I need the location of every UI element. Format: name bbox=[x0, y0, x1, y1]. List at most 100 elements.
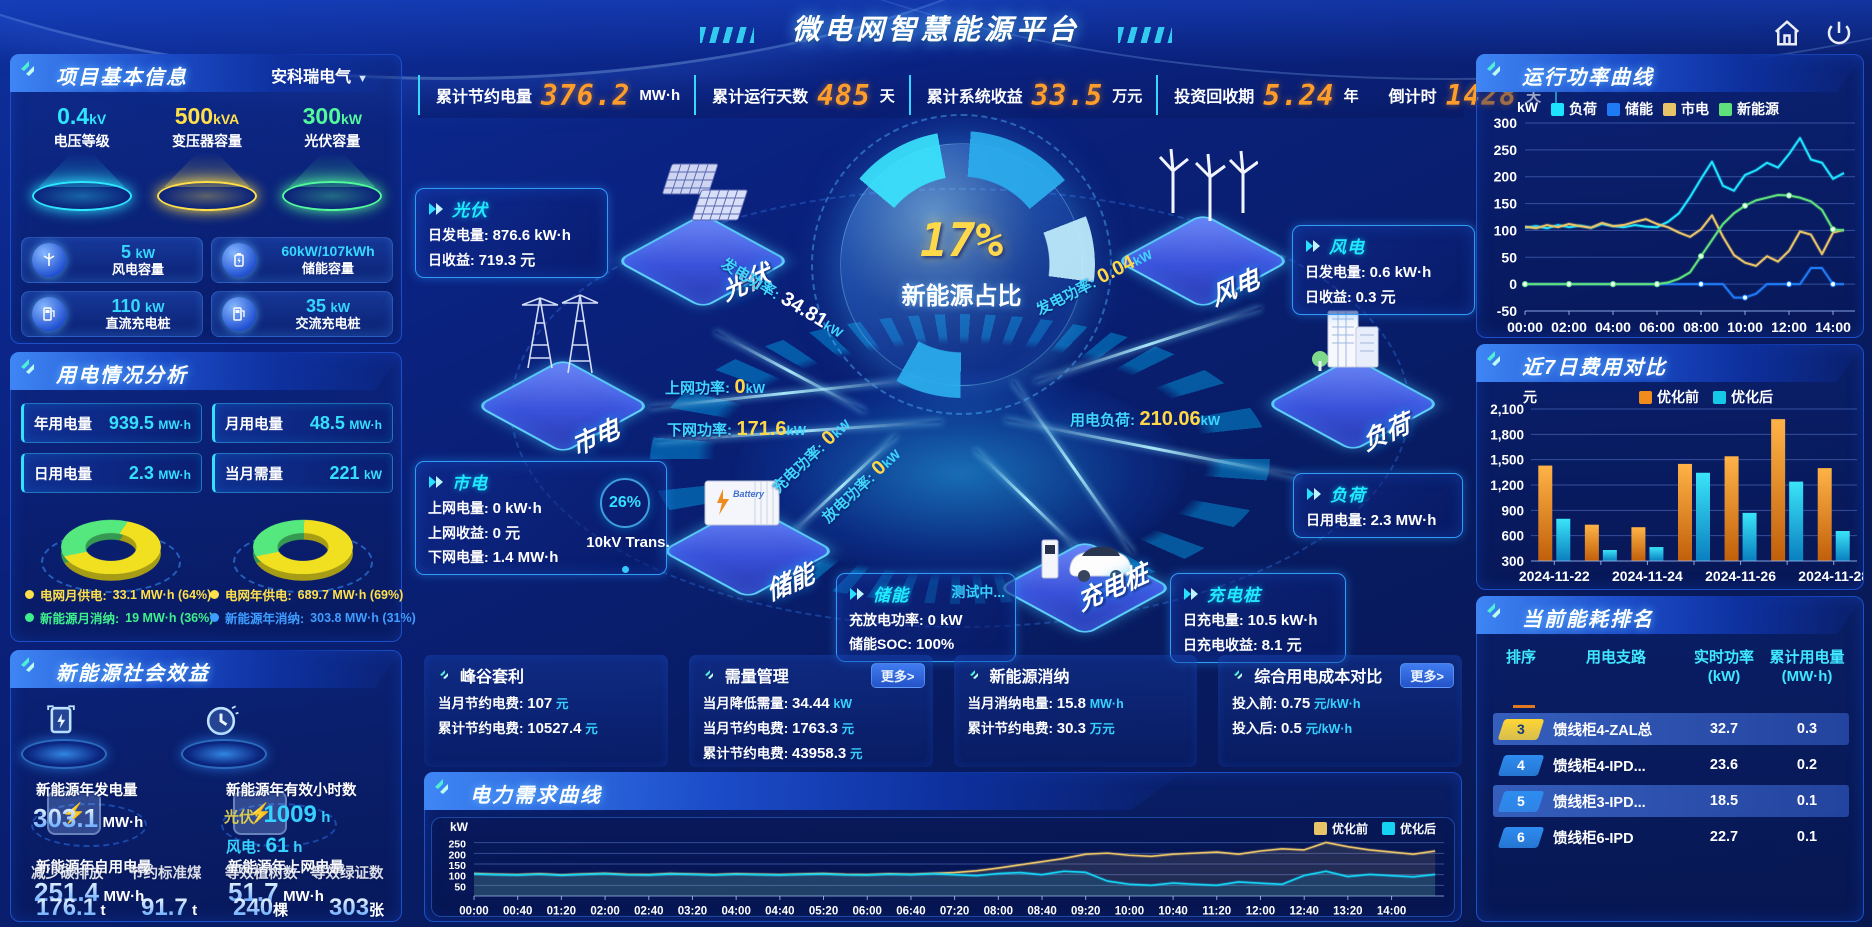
svg-text:10:40: 10:40 bbox=[1158, 906, 1187, 917]
svg-text:50: 50 bbox=[1501, 249, 1517, 265]
social-overlay-value: 303张 bbox=[329, 894, 385, 921]
benefit-card: 需量管理 当月降低需量: 34.44 kW 当月节约电费: 1763.3 元累计节约… bbox=[688, 655, 933, 767]
ranking-header-cell: 实时功率 (kW) bbox=[1693, 649, 1754, 685]
benefit-card: 峰谷套利 当月节约电费: 107 元累计节约电费: 10527.4 元 bbox=[424, 655, 668, 767]
benefit-card-title: 需量管理 bbox=[724, 669, 789, 686]
transformer-dot bbox=[622, 566, 629, 573]
hours-clock-icon bbox=[206, 705, 239, 736]
ranking-header-cell: 用电支路 bbox=[1585, 649, 1646, 666]
info-box-title: 光伏 bbox=[452, 201, 488, 220]
svg-text:600: 600 bbox=[1501, 529, 1524, 544]
legend-label: 优化后 bbox=[1731, 389, 1773, 405]
svg-text:250: 250 bbox=[1494, 142, 1518, 158]
social-overlay-label: 等效绿证数 bbox=[311, 866, 384, 882]
legend-label: 新能源 bbox=[1737, 101, 1779, 117]
table-row[interactable]: 5 馈线柜3-IPD... 18.5 0.1 bbox=[1493, 785, 1849, 817]
branch-name: 馈线柜6-IPD bbox=[1553, 830, 1634, 847]
social-pv-hours: 光伏: 1009 h bbox=[224, 801, 331, 828]
panel-power-curve: 运行功率曲线 kW 负荷 储能 市电 新能源 -50 0 50 100 150 200 250 300 0… bbox=[1476, 54, 1864, 338]
table-row[interactable]: 4 馈线柜4-IPD... 23.6 0.2 bbox=[1493, 749, 1849, 781]
benefit-row: 投入前: 0.75 元/kW·h bbox=[1232, 695, 1361, 712]
power-legend: 负荷 储能 市电 新能源 bbox=[1551, 99, 1779, 119]
info-row: 日充电量: 10.5 kW·h bbox=[1183, 612, 1318, 629]
social-text bbox=[31, 803, 147, 847]
social-hours-label: 新能源年有效小时数 bbox=[226, 783, 357, 799]
legend-label: 新能源月消纳: bbox=[40, 612, 120, 626]
svg-text:100: 100 bbox=[1494, 222, 1518, 238]
social-overlay-value: 51.7 MW·h bbox=[228, 877, 324, 907]
branch-name: 馈线柜3-IPD... bbox=[1553, 794, 1646, 811]
charger-icon bbox=[43, 307, 55, 321]
svg-text:1,800: 1,800 bbox=[1490, 427, 1524, 442]
benefit-card-title: 综合用电成本对比 bbox=[1254, 669, 1383, 686]
legend-item: 负荷 bbox=[1551, 99, 1597, 119]
panel-corner-icon bbox=[21, 61, 34, 76]
table-row[interactable]: 3 馈线柜4-ZAL总 32.7 0.3 bbox=[1493, 713, 1849, 745]
battery-icon bbox=[234, 253, 244, 267]
energy-flow-diagram: 17% 新能源占比 光伏 风电 市电 Battery 储能 充电桩 负荷 光伏 日发电量: 876.… bbox=[415, 114, 1475, 663]
panel-title: 当前能耗排名 bbox=[1522, 609, 1654, 631]
tile-value: 221 bbox=[329, 462, 360, 483]
info-row: 日发电量: 876.6 kW·h bbox=[428, 227, 571, 244]
wind-icon bbox=[43, 253, 55, 266]
svg-text:12:40: 12:40 bbox=[1289, 906, 1318, 917]
legend-item: 新能源年消纳: 303.8 MW·h (31%) bbox=[210, 608, 416, 627]
legend-label: 电网年供电: bbox=[225, 589, 292, 603]
panel-corner-icon bbox=[704, 670, 713, 679]
svg-text:06:40: 06:40 bbox=[896, 906, 925, 917]
panel-title: 项目基本信息 bbox=[56, 67, 188, 89]
benefit-row: 当月消纳电量: 15.8 MW·h bbox=[967, 695, 1124, 712]
pedestal-glow bbox=[21, 739, 107, 769]
svg-text:08:00: 08:00 bbox=[984, 906, 1013, 917]
panel-project-info: 项目基本信息 安科瑞电气 ▼ 0.4kV 电压等级 500kVA 变压器容量 30… bbox=[10, 54, 402, 344]
home-icon[interactable] bbox=[1772, 18, 1802, 48]
cost-legend: 优化前 优化后 bbox=[1639, 387, 1773, 407]
arrow-icon bbox=[850, 587, 864, 600]
arrow-icon bbox=[1307, 487, 1321, 500]
svg-text:08:40: 08:40 bbox=[1027, 906, 1056, 917]
social-overlay-label: 新能源年自用电量 bbox=[36, 860, 152, 876]
svg-text:1,500: 1,500 bbox=[1490, 453, 1524, 468]
project-card: 5 kW 风电容量 bbox=[21, 237, 203, 283]
usage-tile: 日用电量 2.3 MW·h bbox=[21, 453, 202, 493]
kpi-bar: 累计节约电量 376.2 MW·h 累计运行天数 485 天累计系统收益 33.5… bbox=[418, 72, 1558, 118]
svg-text:06:00: 06:00 bbox=[1639, 319, 1675, 335]
legend-item: 新能源 bbox=[1719, 99, 1779, 119]
spotlight-unit: kVA bbox=[213, 111, 240, 127]
svg-text:12:00: 12:00 bbox=[1246, 906, 1275, 917]
card-value: 60kW/107kWh bbox=[281, 243, 375, 260]
info-box-load: 负荷 日用电量: 2.3 MW·h bbox=[1293, 473, 1463, 538]
more-button[interactable]: 更多> bbox=[1400, 663, 1454, 688]
kpi-item: 累计运行天数 485 天 bbox=[694, 75, 909, 115]
table-row[interactable]: 6 馈线柜6-IPD 22.7 0.1 bbox=[1493, 821, 1849, 853]
info-row: 日发电量: 0.6 kW·h bbox=[1305, 264, 1432, 281]
kpi-label: 累计运行天数 bbox=[712, 89, 809, 106]
legend-label: 市电 bbox=[1681, 101, 1709, 117]
ranking-header-cell: 累计用电量 (MW·h) bbox=[1769, 649, 1845, 685]
info-box-title: 市电 bbox=[452, 474, 488, 493]
tile-label: 月用电量 bbox=[225, 416, 283, 433]
tile-value: 48.5 bbox=[309, 412, 345, 433]
donut-3d bbox=[253, 519, 353, 581]
legend-label: 新能源年消纳: bbox=[225, 612, 305, 626]
rank-badge: 3 bbox=[1517, 720, 1525, 737]
realtime-power: 22.7 bbox=[1709, 829, 1739, 845]
wind-3d-icon bbox=[1148, 133, 1259, 233]
more-button[interactable]: 更多> bbox=[870, 663, 925, 688]
project-card: 35 kW 交流充电桩 bbox=[211, 291, 393, 337]
panel-cost-compare: 近7日费用对比 元 优化前 优化后 300 600 900 1,200 1,500 1,800 2… bbox=[1476, 344, 1869, 590]
panel-header: 运行功率曲线 bbox=[1476, 54, 1864, 92]
legend-value: 303.8 MW·h (31%) bbox=[310, 610, 416, 625]
branch-name: 馈线柜4-ZAL总 bbox=[1553, 722, 1653, 739]
info-row: 上网收益: 0 元 bbox=[428, 525, 521, 542]
social-gen-value: 303.1 MW·h bbox=[33, 803, 144, 833]
panel-corner-icon bbox=[1234, 670, 1243, 679]
island-load: 负荷 bbox=[1265, 301, 1441, 466]
donut-chart bbox=[15, 505, 207, 601]
ranking-rows: 3 馈线柜4-ZAL总 32.7 0.3 4 馈线柜4-IPD... 23.6 0… bbox=[1493, 713, 1849, 857]
company-select[interactable]: 安科瑞电气 ▼ bbox=[271, 69, 368, 86]
transformer-label: 10kV Trans. bbox=[586, 534, 670, 551]
svg-text:300: 300 bbox=[1501, 554, 1524, 569]
power-icon[interactable] bbox=[1824, 18, 1854, 48]
